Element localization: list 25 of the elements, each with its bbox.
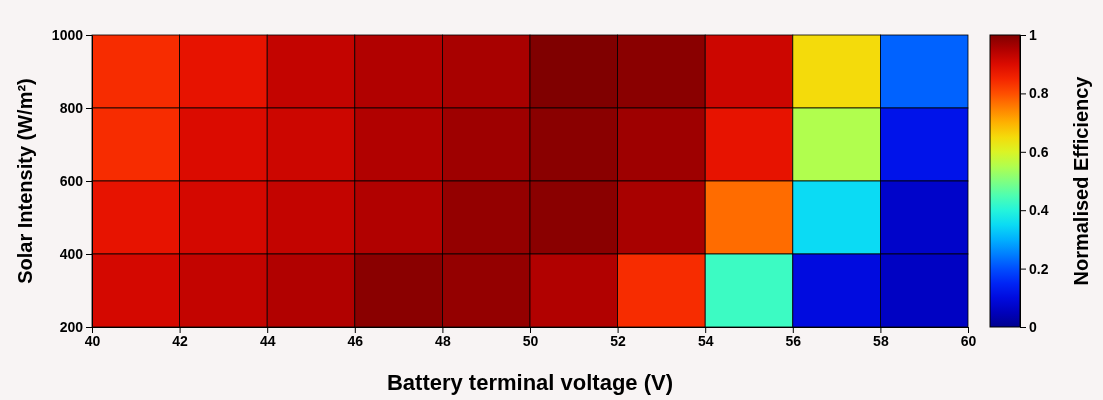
x-tick-label: 40 bbox=[84, 332, 101, 349]
color-bar-title: Normalised Efficiency bbox=[1070, 75, 1092, 286]
x-tick-label: 52 bbox=[610, 332, 627, 349]
y-tick-label: 200 bbox=[59, 318, 84, 335]
x-tick-label: 50 bbox=[522, 332, 539, 349]
y-tick-label: 400 bbox=[59, 245, 84, 262]
x-tick-label: 54 bbox=[697, 332, 714, 349]
x-tick-label: 48 bbox=[435, 332, 451, 349]
y-axis-title: Solar Intensity (W/m²) bbox=[14, 78, 36, 284]
color-bar-label: 0.4 bbox=[1029, 202, 1049, 219]
y-tick-label: 1000 bbox=[51, 26, 84, 43]
color-bar-label: 0 bbox=[1029, 318, 1037, 335]
y-tick-label: 800 bbox=[59, 99, 84, 116]
x-tick-label: 44 bbox=[259, 332, 276, 349]
color-bar-label: 0.2 bbox=[1029, 260, 1049, 277]
color-bar-label: 0.8 bbox=[1029, 85, 1049, 102]
x-axis-title: Battery terminal voltage (V) bbox=[386, 370, 674, 395]
x-tick-label: 46 bbox=[347, 332, 364, 349]
x-tick-label: 42 bbox=[172, 332, 189, 349]
color-bar-label: 0.6 bbox=[1029, 143, 1049, 160]
x-tick-label: 60 bbox=[960, 332, 977, 349]
x-tick-label: 58 bbox=[873, 332, 889, 349]
y-tick-label: 600 bbox=[59, 172, 84, 189]
x-tick-label: 56 bbox=[785, 332, 802, 349]
color-bar-label: 1 bbox=[1029, 26, 1037, 43]
